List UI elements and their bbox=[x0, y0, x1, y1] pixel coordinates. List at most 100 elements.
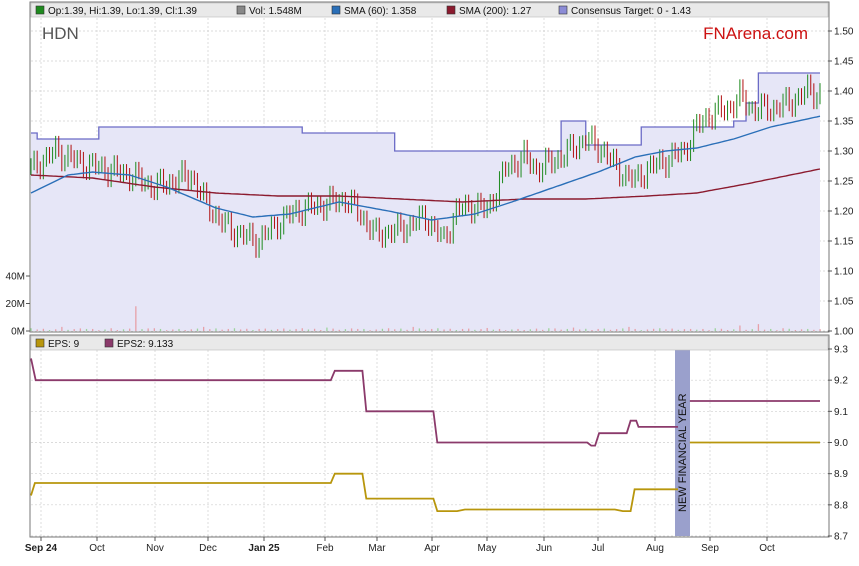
volume-bar bbox=[98, 330, 100, 331]
volume-bar bbox=[67, 329, 69, 331]
volume-bar bbox=[104, 329, 106, 331]
volume-bar bbox=[320, 330, 322, 331]
volume-bar bbox=[628, 326, 630, 331]
volume-bar bbox=[344, 329, 347, 331]
price-tick-label: 1.30 bbox=[834, 147, 854, 158]
price-tick-label: 1.00 bbox=[834, 327, 854, 338]
volume-bar bbox=[542, 329, 544, 331]
eps-tick-label: 9.0 bbox=[834, 438, 848, 449]
volume-bar bbox=[85, 328, 88, 331]
volume-bar bbox=[135, 306, 137, 331]
volume-bar bbox=[726, 330, 729, 331]
volume-bar bbox=[357, 328, 359, 331]
volume-bar bbox=[603, 328, 605, 331]
volume-bar bbox=[640, 330, 642, 331]
volume-bar bbox=[338, 329, 340, 331]
volume-bar bbox=[110, 328, 112, 331]
volume-bar bbox=[196, 328, 199, 331]
volume-bar bbox=[622, 328, 624, 331]
volume-bar bbox=[807, 328, 809, 331]
volume-bar bbox=[437, 328, 439, 331]
volume-bar bbox=[61, 326, 63, 331]
volume-bar bbox=[813, 329, 815, 331]
volume-bar bbox=[468, 328, 470, 331]
volume-bar bbox=[190, 329, 192, 331]
eps2-line bbox=[30, 358, 678, 447]
volume-bar bbox=[745, 329, 747, 331]
sma200-line bbox=[30, 168, 821, 203]
ticker-label: HDN bbox=[42, 24, 79, 43]
volume-bar bbox=[474, 329, 476, 331]
month-label: Sep bbox=[701, 543, 719, 554]
volume-bar bbox=[757, 324, 760, 331]
volume-bar bbox=[369, 330, 371, 331]
volume-bar bbox=[375, 329, 377, 331]
volume-axis: 40M 20M 0M bbox=[6, 272, 30, 338]
volume-bar bbox=[776, 330, 778, 331]
volume-bar bbox=[36, 329, 38, 331]
volume-bar bbox=[819, 329, 821, 331]
volume-bar bbox=[652, 328, 655, 331]
volume-bar bbox=[523, 330, 525, 331]
volume-bar bbox=[461, 328, 464, 331]
volume-bar bbox=[714, 328, 716, 331]
volume-tick-label: 20M bbox=[6, 299, 25, 310]
volume-bar bbox=[289, 329, 291, 331]
month-label: May bbox=[478, 543, 497, 554]
volume-bar bbox=[153, 328, 155, 331]
volume-bar bbox=[455, 330, 458, 331]
price-tick-label: 1.20 bbox=[834, 207, 854, 218]
volume-bar bbox=[73, 329, 75, 331]
volume-bar bbox=[159, 328, 162, 331]
volume-bar bbox=[443, 329, 445, 331]
month-label: Feb bbox=[316, 543, 334, 554]
volume-bar bbox=[498, 328, 501, 331]
consensus-legend: Consensus Target: 0 - 1.43 bbox=[571, 6, 691, 17]
volume-bar bbox=[350, 328, 353, 331]
volume-bar bbox=[301, 328, 303, 331]
eps-panel-frame bbox=[29, 334, 830, 538]
volume-bar bbox=[264, 328, 266, 331]
sma60-line bbox=[30, 115, 821, 221]
volume-bar bbox=[252, 330, 254, 331]
volume-bar bbox=[585, 328, 587, 331]
month-label: Jan 25 bbox=[248, 543, 280, 554]
volume-bar bbox=[591, 330, 593, 331]
volume-bar bbox=[505, 330, 507, 331]
volume-bar bbox=[184, 330, 186, 331]
price-tick-label: 1.50 bbox=[834, 27, 854, 38]
volume-bar bbox=[529, 329, 531, 331]
volume-bar bbox=[615, 329, 618, 331]
volume-bar bbox=[486, 327, 488, 331]
volume-bar bbox=[665, 329, 667, 331]
volume-bar bbox=[172, 329, 174, 331]
volume-bar bbox=[683, 329, 686, 331]
volume-bar bbox=[246, 328, 248, 331]
volume-bars bbox=[30, 306, 821, 331]
volume-tick-label: 40M bbox=[6, 272, 25, 283]
month-label: Apr bbox=[424, 543, 440, 554]
volume-bar bbox=[800, 329, 803, 331]
volume-bar bbox=[763, 329, 766, 331]
volume-bar bbox=[55, 329, 57, 331]
volume-bar bbox=[770, 328, 772, 331]
month-label: Nov bbox=[146, 543, 164, 554]
ohlc-legend: Op:1.39, Hi:1.39, Lo:1.39, Cl:1.39 bbox=[48, 6, 197, 17]
volume-bar bbox=[270, 329, 273, 331]
volume-bar bbox=[597, 328, 599, 331]
volume-bar bbox=[283, 328, 285, 331]
volume-bar bbox=[782, 328, 784, 331]
brand-watermark: FNArena.com bbox=[703, 24, 808, 43]
volume-bar bbox=[572, 327, 575, 331]
volume-bar bbox=[79, 328, 82, 331]
volume-bar bbox=[30, 328, 32, 331]
volume-bar bbox=[689, 328, 692, 331]
volume-bar bbox=[720, 328, 723, 331]
volume-bar bbox=[788, 328, 790, 331]
volume-bar bbox=[258, 328, 260, 331]
eps-tick-label: 8.9 bbox=[834, 469, 848, 480]
eps-swatch bbox=[35, 338, 45, 348]
eps-line bbox=[30, 472, 678, 512]
volume-bar bbox=[42, 328, 45, 331]
vol-swatch bbox=[236, 5, 246, 15]
